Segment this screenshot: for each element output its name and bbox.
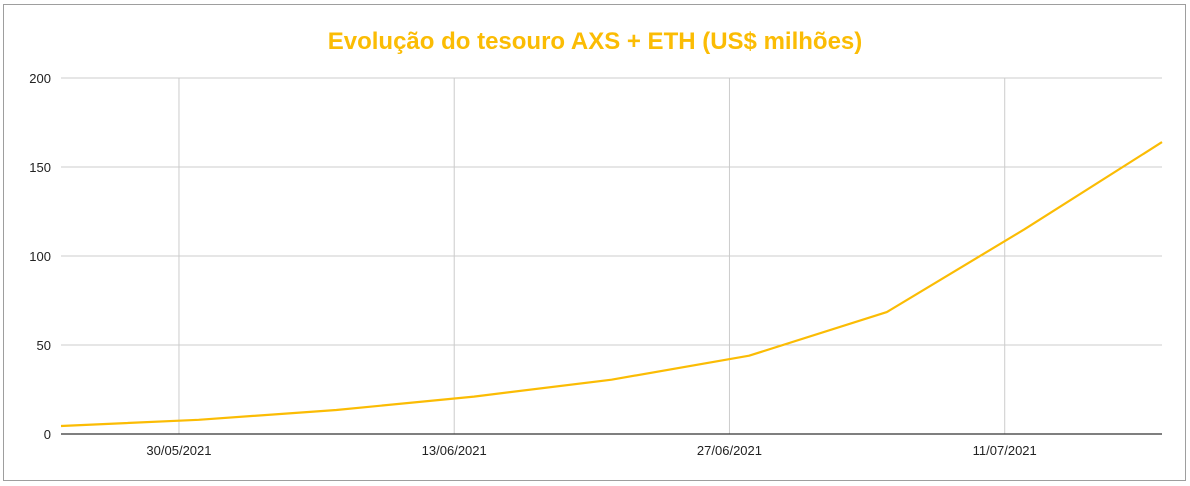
y-tick-label: 50 xyxy=(37,338,51,353)
gridlines xyxy=(61,77,1162,434)
y-tick-label: 200 xyxy=(29,71,51,86)
x-tick-label: 13/06/2021 xyxy=(422,443,487,458)
chart-frame xyxy=(3,4,1186,481)
x-tick-label: 30/05/2021 xyxy=(146,443,211,458)
x-tick-label: 27/06/2021 xyxy=(697,443,762,458)
y-axis-ticks: 0 50 100 150 200 xyxy=(29,71,51,442)
chart-title: Evolução do tesouro AXS + ETH (US$ milhõ… xyxy=(327,28,863,55)
series-line xyxy=(60,141,1163,428)
x-axis-ticks: 30/05/2021 13/06/2021 27/06/2021 11/07/2021 xyxy=(146,443,1036,458)
y-tick-label: 150 xyxy=(29,160,51,175)
x-tick-label: 11/07/2021 xyxy=(973,443,1037,458)
y-tick-label: 100 xyxy=(29,249,51,264)
y-tick-label: 0 xyxy=(44,427,51,442)
